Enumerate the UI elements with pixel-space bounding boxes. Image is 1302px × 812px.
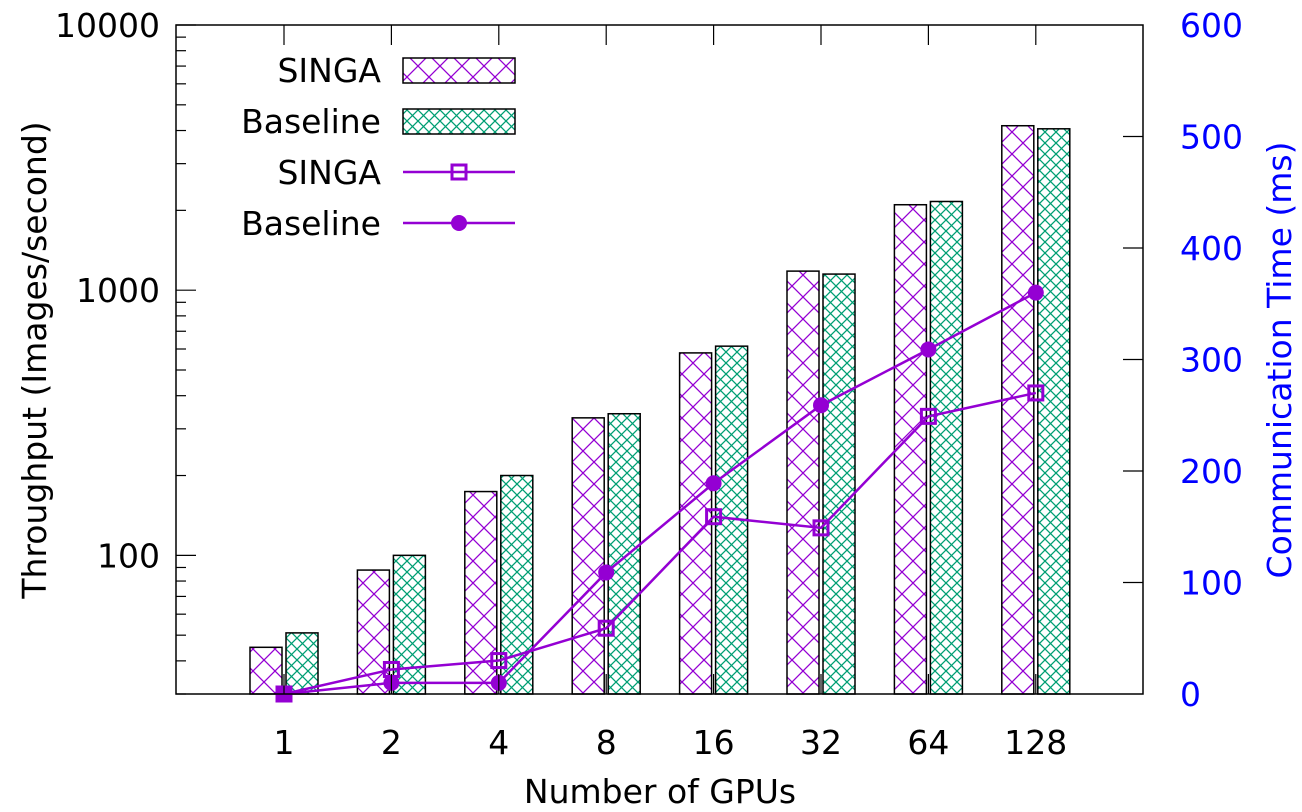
lines-layer	[275, 284, 1045, 703]
y2-tick-label: 500	[1180, 118, 1243, 157]
bar-singa-64	[893, 203, 928, 695]
axes-layer: 1 2 4 8 16 32 64 128 100 1000 10000 0 100 200 300 400 50…	[55, 6, 1243, 762]
x-tick-label: 8	[596, 723, 617, 762]
bar-baseline-4	[500, 474, 534, 695]
line-baseline-comm-time	[283, 291, 1037, 696]
bar-singa-32	[786, 270, 820, 695]
y2-tick-label: 600	[1180, 6, 1243, 45]
point-baseline-32	[813, 397, 829, 414]
x-tick-label: 128	[1004, 723, 1067, 762]
point-singa-16	[705, 508, 723, 526]
x-tick-label: 64	[907, 723, 949, 762]
bar-singa-128	[1001, 124, 1035, 695]
legend-marker-filled-circle	[451, 215, 467, 231]
point-singa-64	[919, 407, 937, 425]
y-tick-label: 10000	[55, 6, 160, 45]
point-baseline-64	[920, 341, 937, 358]
legend-label-singa-line: SINGA	[277, 153, 381, 192]
point-baseline-16	[705, 475, 722, 492]
y2-axis-title: Communication Time (ms)	[1260, 142, 1299, 579]
legend-label-singa-bar: SINGA	[277, 51, 381, 90]
legend: SINGA Baseline SINGA Baseline	[241, 51, 516, 243]
legend-swatch-baseline-bar	[402, 108, 516, 135]
bar-baseline-32	[822, 273, 856, 695]
bar-baseline-64	[929, 200, 964, 695]
y-tick-label: 1000	[76, 271, 160, 310]
point-singa-128	[1027, 384, 1045, 402]
y-axis-title: Throughput (Images/second)	[15, 121, 54, 599]
x-tick-label: 4	[488, 723, 509, 762]
x-tick-label: 32	[800, 723, 842, 762]
y-tick-label: 100	[97, 536, 160, 575]
point-singa-32	[812, 519, 830, 537]
legend-label-baseline-bar: Baseline	[241, 102, 381, 141]
x-tick-label: 2	[381, 723, 402, 762]
y2-tick-label: 300	[1180, 341, 1243, 380]
x-axis-title: Number of GPUs	[524, 772, 796, 811]
x-tick-label: 16	[693, 723, 735, 762]
y2-tick-label: 100	[1180, 564, 1243, 603]
x-tick-label: 1	[274, 723, 295, 762]
bar-baseline-1	[285, 632, 319, 695]
point-singa-4	[490, 652, 508, 670]
y2-tick-label: 400	[1180, 229, 1243, 268]
point-baseline-128	[1027, 284, 1044, 301]
point-baseline-8	[598, 564, 615, 581]
bar-baseline-8	[607, 412, 641, 695]
line-singa-comm-time	[283, 391, 1037, 696]
y2-tick-label: 0	[1180, 675, 1201, 714]
bar-singa-8	[571, 417, 605, 695]
legend-swatch-singa-bar	[402, 57, 516, 84]
bars-layer	[249, 124, 1071, 695]
legend-label-baseline-line: Baseline	[241, 204, 381, 243]
point-singa-8	[597, 619, 615, 637]
bar-baseline-128	[1037, 128, 1071, 695]
y2-tick-label: 200	[1180, 452, 1243, 491]
legend-marker-open-square	[450, 163, 468, 181]
